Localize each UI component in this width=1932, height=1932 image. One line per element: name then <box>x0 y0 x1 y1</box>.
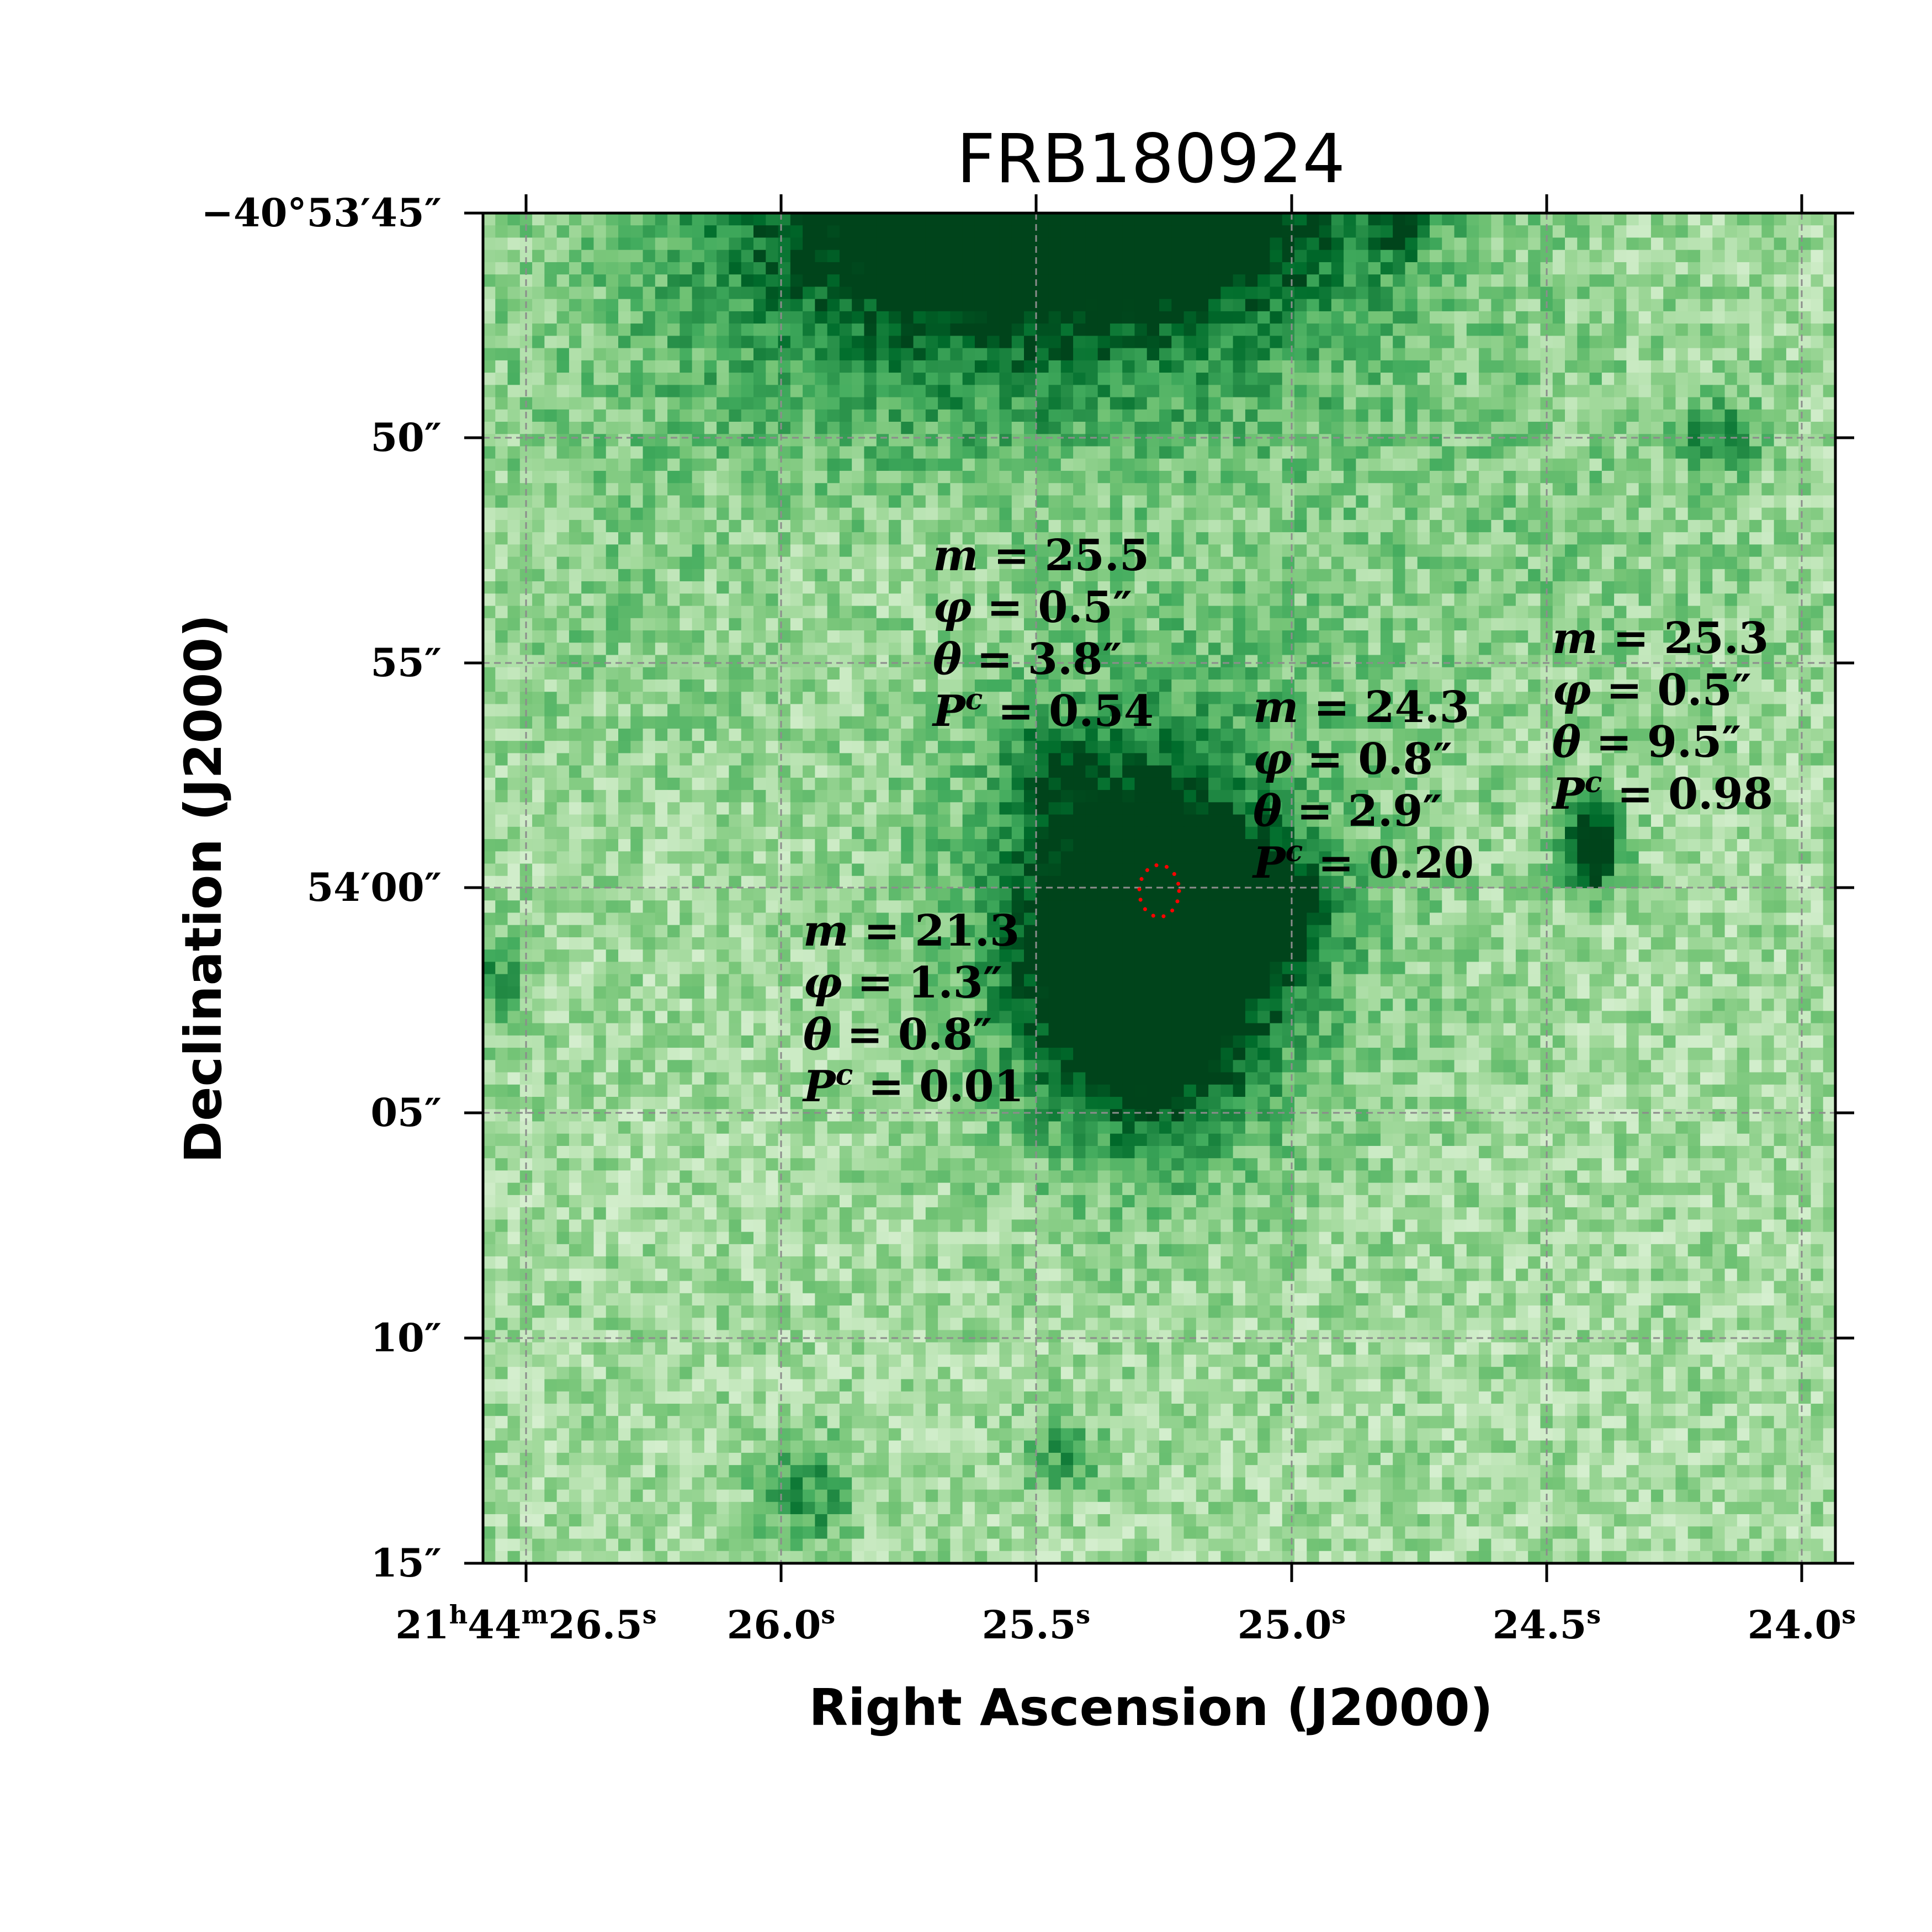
candidate-chance-probability: Pc = 0.01 <box>802 1058 1024 1112</box>
ra-tick-label-2: 25.5s <box>982 1600 1090 1648</box>
candidate-label-1: m = 25.5φ = 0.5″θ = 3.8″Pc = 0.54 <box>932 530 1154 736</box>
dec-tick-label-5: 10″ <box>370 1315 442 1361</box>
candidate-chance-probability: Pc = 0.54 <box>932 683 1154 737</box>
x-axis-label: Right Ascension (J2000) <box>809 1678 1493 1737</box>
candidate-magnitude: m = 25.5 <box>933 530 1149 581</box>
dec-tick-label-3: 54′00″ <box>306 864 442 910</box>
candidate-size: φ = 0.5″ <box>1552 665 1751 715</box>
dec-tick-label-1: 50″ <box>370 415 442 460</box>
candidate-annotations: m = 21.3φ = 1.3″θ = 0.8″Pc = 0.01 m = 25.… <box>802 530 1773 1112</box>
candidate-size: φ = 1.3″ <box>803 958 1002 1008</box>
ra-tick-label-5: 24.0s <box>1748 1600 1856 1648</box>
candidate-size: φ = 0.5″ <box>933 582 1132 633</box>
axis-ticks: 21h44m26.5s 26.0s 25.5s 25.0s 24.5s 24.0s −40°… <box>201 190 1856 1648</box>
candidate-magnitude: m = 25.3 <box>1552 613 1769 664</box>
y-axis-label: Declination (J2000) <box>174 614 233 1164</box>
candidate-chance-probability: Pc = 0.20 <box>1252 835 1474 889</box>
frb-localization-ellipse <box>1137 863 1181 919</box>
image-cutout <box>483 213 1836 1564</box>
figure-title: FRB180924 <box>957 120 1345 198</box>
ra-tick-label-3: 25.0s <box>1238 1600 1346 1648</box>
candidate-size: φ = 0.8″ <box>1253 734 1452 784</box>
localization-ellipse <box>1137 863 1181 919</box>
ra-tick-label-0: 21h44m26.5s <box>395 1600 656 1648</box>
candidate-label-3: m = 25.3φ = 0.5″θ = 9.5″Pc = 0.98 <box>1551 613 1773 819</box>
dec-tick-label-0: −40°53′45″ <box>201 190 442 236</box>
candidate-magnitude: m = 24.3 <box>1253 682 1469 733</box>
candidate-offset: θ = 2.9″ <box>1253 786 1442 836</box>
dec-tick-label-4: 05″ <box>370 1090 442 1135</box>
candidate-offset: θ = 0.8″ <box>803 1010 992 1060</box>
candidate-label-2: m = 24.3φ = 0.8″θ = 2.9″Pc = 0.20 <box>1252 682 1474 888</box>
candidate-offset: θ = 3.8″ <box>933 634 1122 684</box>
ra-tick-label-1: 26.0s <box>727 1600 835 1648</box>
dec-tick-label-6: 15″ <box>370 1540 442 1586</box>
candidate-chance-probability: Pc = 0.98 <box>1551 766 1773 820</box>
candidate-offset: θ = 9.5″ <box>1552 717 1741 767</box>
candidate-magnitude: m = 21.3 <box>803 906 1020 956</box>
dec-tick-label-2: 55″ <box>370 640 442 686</box>
ra-tick-label-4: 24.5s <box>1493 1600 1601 1648</box>
candidate-label-0: m = 21.3φ = 1.3″θ = 0.8″Pc = 0.01 <box>802 906 1024 1112</box>
